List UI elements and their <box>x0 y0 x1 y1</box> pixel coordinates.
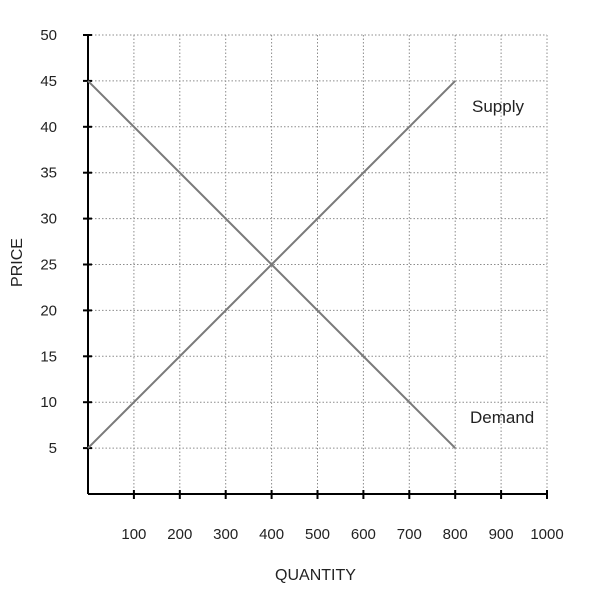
series-lines <box>87 80 456 449</box>
y-tick-label: 45 <box>40 73 57 90</box>
x-tick-label: 1000 <box>530 526 563 543</box>
x-tick-label: 400 <box>259 526 284 543</box>
y-tick-label: 35 <box>40 165 57 182</box>
y-tick-label: 20 <box>40 302 57 319</box>
y-tick-label: 40 <box>40 119 57 136</box>
y-tick-label: 50 <box>40 27 57 44</box>
grid <box>88 34 548 494</box>
y-tick-label: 25 <box>40 257 57 274</box>
x-tick-label: 500 <box>305 526 330 543</box>
x-tick-label: 200 <box>167 526 192 543</box>
supply-series-label: Supply <box>472 97 524 116</box>
demand-line <box>87 80 456 449</box>
y-tick-label: 30 <box>40 211 57 228</box>
x-tick-label: 800 <box>443 526 468 543</box>
x-tick-label: 300 <box>213 526 238 543</box>
x-tick-label: 600 <box>351 526 376 543</box>
demand-series-label: Demand <box>470 408 534 427</box>
x-axis-title: QUANTITY <box>275 567 356 584</box>
y-tick-label: 5 <box>49 440 57 457</box>
x-tick-label: 700 <box>397 526 422 543</box>
x-tick-label: 900 <box>489 526 514 543</box>
y-tick-label: 15 <box>40 348 57 365</box>
x-tick-label: 100 <box>121 526 146 543</box>
y-axis-title: PRICE <box>9 238 26 287</box>
tick-labels: 100 200 300 400 500 600 700 800 900 1000 5 10 15 20 25… <box>40 27 563 543</box>
y-tick-label: 10 <box>40 394 57 411</box>
ticks <box>83 34 548 499</box>
